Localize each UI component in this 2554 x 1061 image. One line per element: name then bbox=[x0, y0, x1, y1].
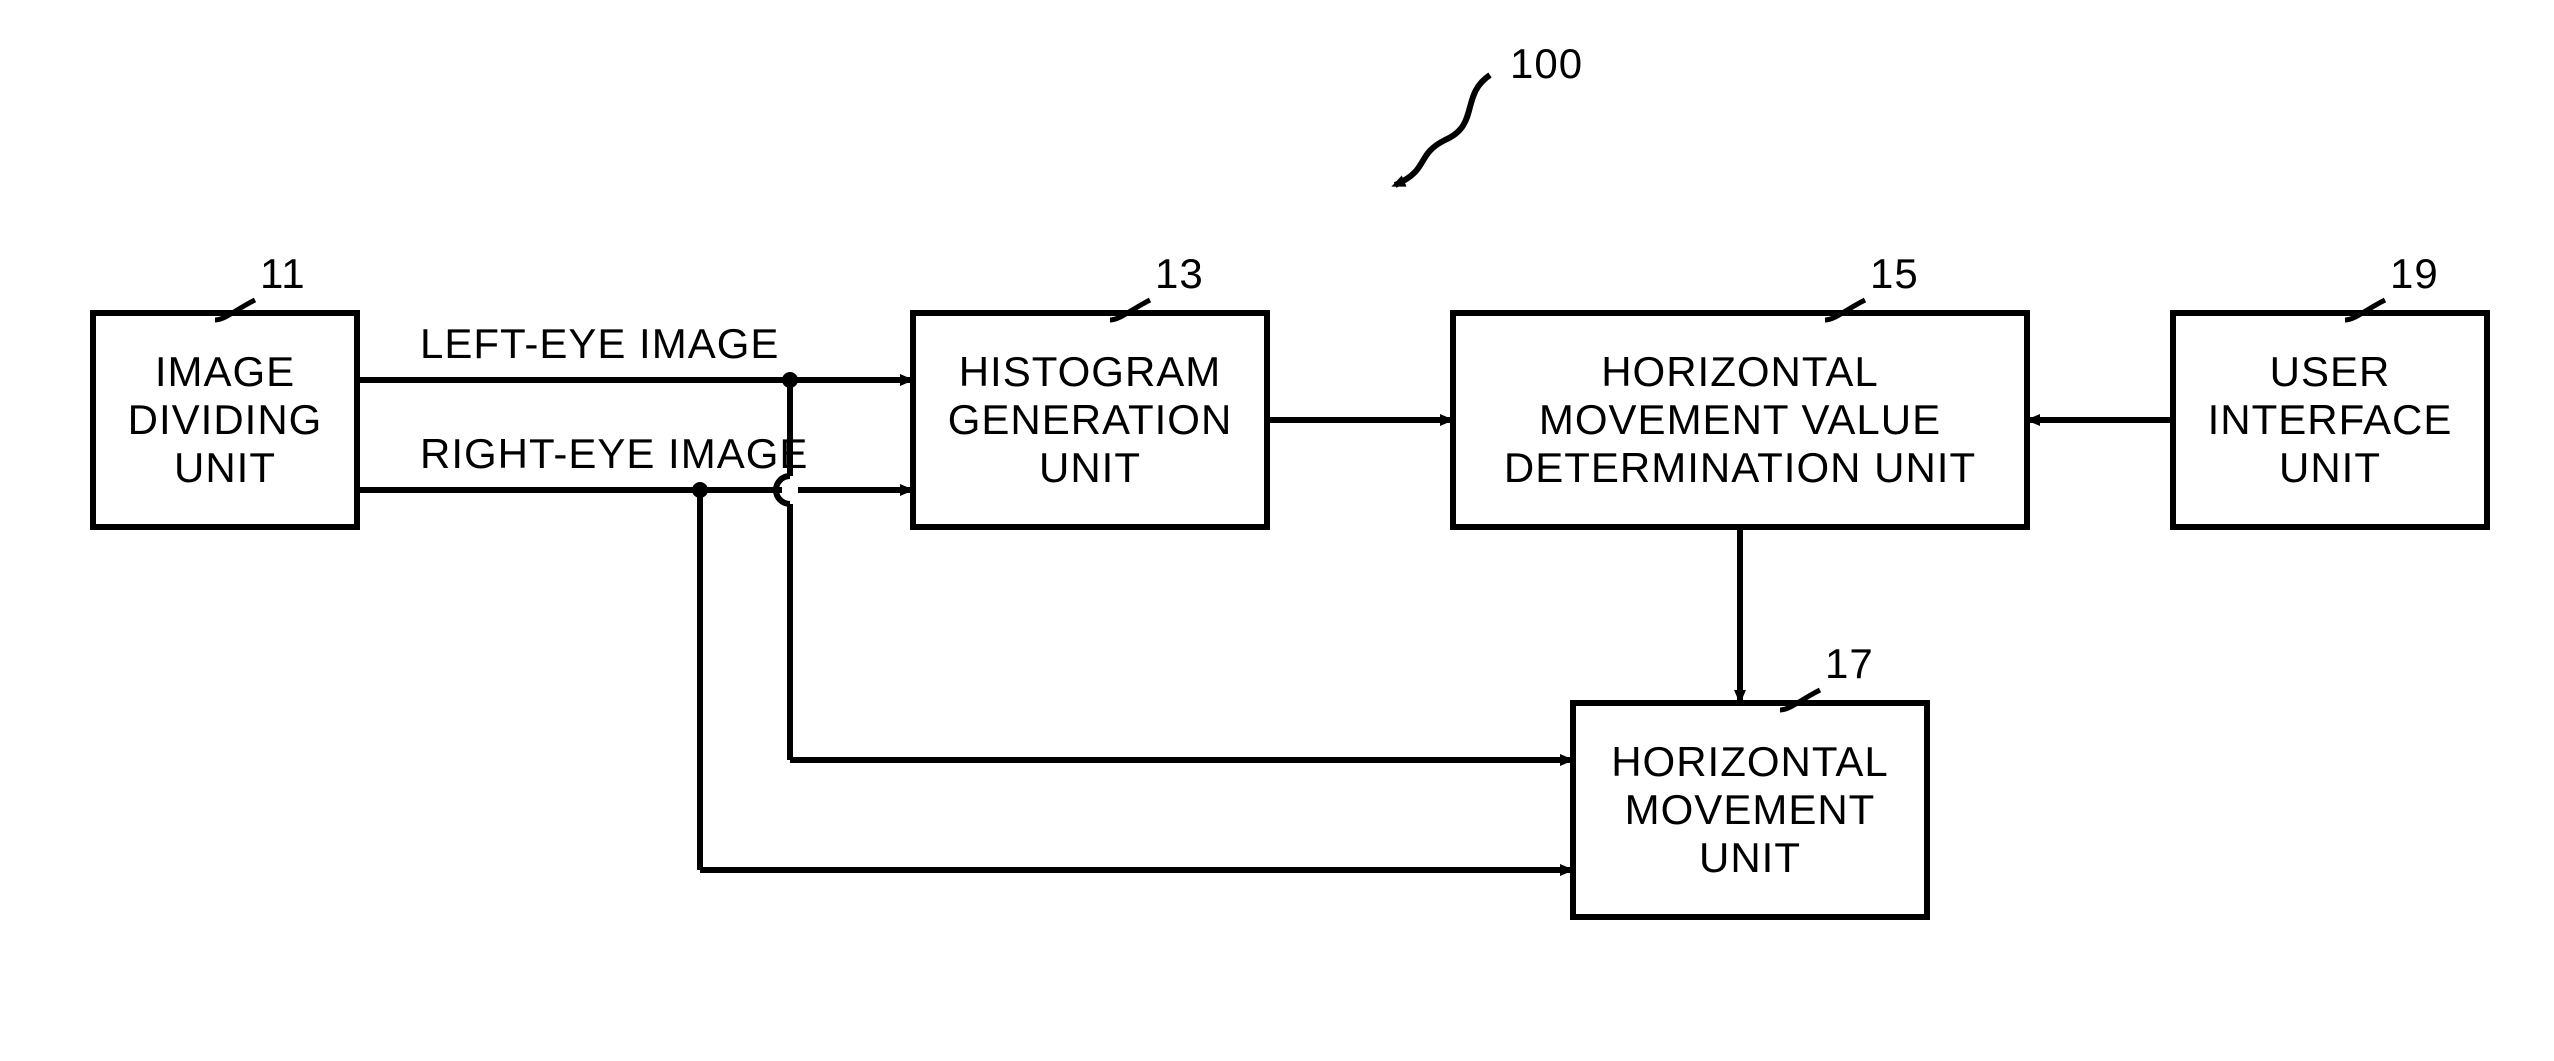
node-label: HISTOGRAMGENERATIONUNIT bbox=[948, 348, 1233, 493]
node-ref-11: 11 bbox=[260, 250, 306, 298]
diagram-canvas: 100 IMAGEDIVIDINGUNIT 11 HISTOGRAMGENERA… bbox=[0, 0, 2554, 1061]
node-horizontal-movement-unit: HORIZONTALMOVEMENTUNIT bbox=[1570, 700, 1930, 920]
node-histogram-generation-unit: HISTOGRAMGENERATIONUNIT bbox=[910, 310, 1270, 530]
node-image-dividing-unit: IMAGEDIVIDINGUNIT bbox=[90, 310, 360, 530]
main-ref-label: 100 bbox=[1510, 40, 1583, 88]
node-user-interface-unit: USERINTERFACEUNIT bbox=[2170, 310, 2490, 530]
node-ref-19: 19 bbox=[2390, 250, 2439, 298]
edge-label-left-eye: LEFT-EYE IMAGE bbox=[420, 320, 779, 368]
node-label: HORIZONTALMOVEMENT VALUEDETERMINATION UN… bbox=[1504, 348, 1976, 493]
junction-left-eye bbox=[782, 372, 798, 388]
edges bbox=[0, 0, 2554, 1061]
edge-label-right-eye: RIGHT-EYE IMAGE bbox=[420, 430, 808, 478]
node-label: HORIZONTALMOVEMENTUNIT bbox=[1611, 738, 1889, 883]
ref-tick-13 bbox=[0, 0, 2554, 1061]
node-label: USERINTERFACEUNIT bbox=[2208, 348, 2453, 493]
main-ref-leader bbox=[0, 0, 2554, 1061]
node-horizontal-movement-value-determination-unit: HORIZONTALMOVEMENT VALUEDETERMINATION UN… bbox=[1450, 310, 2030, 530]
ref-tick-19 bbox=[0, 0, 2554, 1061]
node-ref-13: 13 bbox=[1155, 250, 1204, 298]
ref-tick-11 bbox=[0, 0, 2554, 1061]
ref-tick-17 bbox=[0, 0, 2554, 1061]
junction-right-eye bbox=[692, 482, 708, 498]
node-ref-15: 15 bbox=[1870, 250, 1919, 298]
node-label: IMAGEDIVIDINGUNIT bbox=[128, 348, 323, 493]
node-ref-17: 17 bbox=[1825, 640, 1874, 688]
ref-tick-15 bbox=[0, 0, 2554, 1061]
